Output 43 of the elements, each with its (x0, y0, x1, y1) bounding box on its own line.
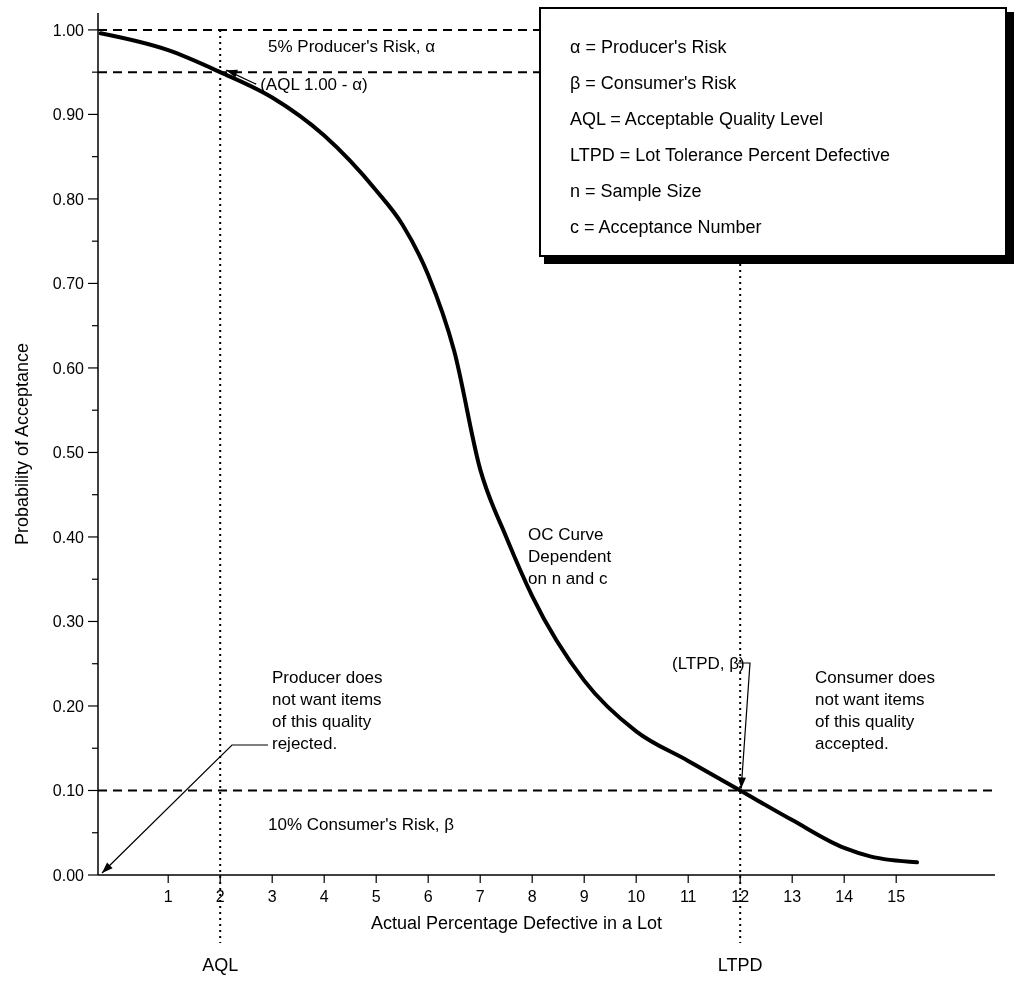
x-tick-label: 6 (423, 888, 433, 905)
annotation: (AQL 1.00 - α) (260, 75, 368, 95)
annotation: Producer does not want items of this quality rejected. (272, 668, 383, 753)
annotation: 5% Producer's Risk, α (268, 37, 436, 56)
x-tick-label: 13 (783, 888, 802, 905)
ref-line-label: AQL (202, 955, 239, 975)
annotation: LTPD = Lot Tolerance Percent Defective (570, 145, 891, 165)
annotation: n = Sample Size (570, 181, 702, 201)
y-tick-label: 0.00 (52, 867, 85, 884)
x-tick-label: 9 (579, 888, 589, 905)
y-tick-label: 0.50 (52, 444, 85, 462)
annotation: Consumer does not want items of this quality accepted. (815, 668, 936, 753)
y-axis-title: Probability of Acceptance (12, 342, 32, 546)
annotation: (LTPD, β) (672, 654, 745, 673)
annotation: β = Consumer's Risk (570, 73, 738, 93)
x-tick-label: 12 (731, 888, 750, 905)
annotation: c = Acceptance Number (570, 217, 762, 237)
y-tick-label: 0.60 (52, 359, 85, 377)
x-tick-label: 2 (215, 888, 225, 905)
annotation: 10% Consumer's Risk, β (268, 815, 455, 834)
annotation: OC Curve Dependent on n and c (528, 525, 612, 588)
x-axis-title: Actual Percentage Defective in a Lot (370, 913, 663, 933)
y-tick-label: 0.30 (52, 613, 85, 631)
y-tick-label: 1.00 (52, 21, 85, 39)
y-tick-label: 0.70 (52, 275, 85, 293)
x-tick-label: 15 (887, 888, 906, 905)
x-tick-label: 1 (163, 888, 173, 905)
y-tick-label: 0.20 (52, 697, 85, 715)
ref-line-label: LTPD (717, 955, 763, 975)
annotation: α = Producer's Risk (570, 37, 728, 57)
x-tick-label: 5 (371, 888, 381, 905)
x-tick-label: 4 (319, 888, 329, 905)
annotation: AQL = Acceptable Quality Level (570, 109, 823, 129)
y-tick-label: 0.80 (52, 190, 85, 208)
y-tick-label: 0.40 (52, 528, 85, 546)
x-tick-label: 3 (267, 888, 277, 905)
y-tick-label: 0.90 (52, 106, 85, 124)
y-tick-label: 0.10 (52, 782, 85, 800)
x-tick-label: 11 (679, 888, 697, 905)
x-tick-label: 10 (627, 888, 646, 905)
x-tick-label: 14 (835, 888, 854, 905)
x-tick-label: 7 (475, 888, 485, 905)
x-tick-label: 8 (527, 888, 537, 905)
